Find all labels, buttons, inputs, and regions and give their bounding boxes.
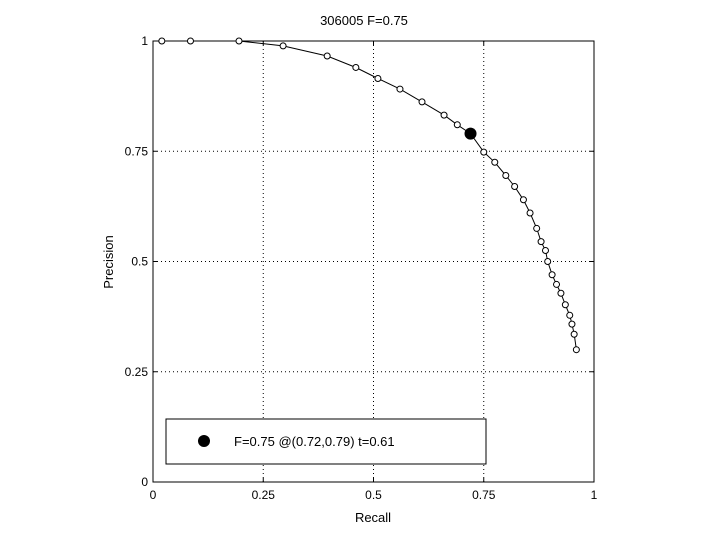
pr-point (537, 238, 545, 246)
pr-point (480, 148, 488, 156)
pr-curve-markers (158, 37, 580, 354)
x-tick-label: 0 (150, 488, 157, 502)
pr-point (396, 85, 404, 93)
pr-point (561, 301, 569, 309)
y-tick-label: 0 (141, 475, 148, 489)
x-tick-label: 1 (591, 488, 598, 502)
legend-marker (198, 435, 210, 447)
x-axis-label: Recall (355, 510, 391, 525)
y-axis-label: Precision (101, 235, 116, 288)
pr-point (541, 246, 549, 254)
pr-point (235, 37, 243, 45)
grid-lines (153, 41, 594, 482)
y-tick-label: 0.75 (125, 144, 149, 158)
legend-box (165, 418, 487, 465)
pr-point (440, 111, 448, 119)
x-tick-label: 0.75 (472, 488, 496, 502)
pr-point (502, 172, 510, 180)
pr-point (572, 346, 580, 354)
pr-point (352, 63, 360, 71)
pr-point (158, 37, 166, 45)
axis-ticks (152, 40, 595, 483)
y-tick-label: 0.25 (125, 365, 149, 379)
x-tick-labels: 0 0.25 0.5 0.75 1 (150, 488, 598, 502)
pr-point (553, 280, 561, 288)
pr-point (519, 196, 527, 204)
legend: F=0.75 @(0.72,0.79) t=0.61 (165, 418, 487, 465)
pr-point (548, 271, 556, 279)
y-tick-label: 0.5 (131, 255, 148, 269)
pr-point (526, 209, 534, 217)
pr-point (279, 42, 287, 50)
pr-point (570, 330, 578, 338)
pr-point (491, 158, 499, 166)
y-tick-label: 1 (141, 34, 148, 48)
x-tick-label: 0.25 (252, 488, 276, 502)
pr-point (511, 183, 519, 191)
x-tick-label: 0.5 (365, 488, 382, 502)
pr-point (453, 121, 461, 129)
pr-point (418, 98, 426, 106)
pr-point (568, 320, 576, 328)
pr-point (374, 74, 382, 82)
pr-point (323, 52, 331, 60)
pr-point (544, 258, 552, 265)
pr-point (557, 289, 565, 297)
best-f-point (464, 127, 477, 140)
pr-point (186, 37, 194, 45)
y-tick-labels: 0 0.25 0.5 0.75 1 (125, 34, 149, 489)
pr-point (566, 311, 574, 319)
legend-label: F=0.75 @(0.72,0.79) t=0.61 (234, 434, 395, 449)
chart-title: 306005 F=0.75 (320, 13, 408, 28)
pr-point (533, 224, 541, 232)
